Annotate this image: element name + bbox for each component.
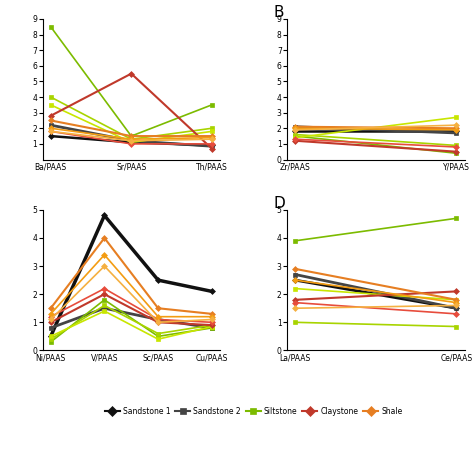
Text: B: B bbox=[273, 5, 283, 20]
Text: D: D bbox=[273, 196, 285, 211]
Legend: Sandstone 1, Sandstone 2, Siltstone, Claystone, Shale: Sandstone 1, Sandstone 2, Siltstone, Cla… bbox=[101, 404, 406, 419]
